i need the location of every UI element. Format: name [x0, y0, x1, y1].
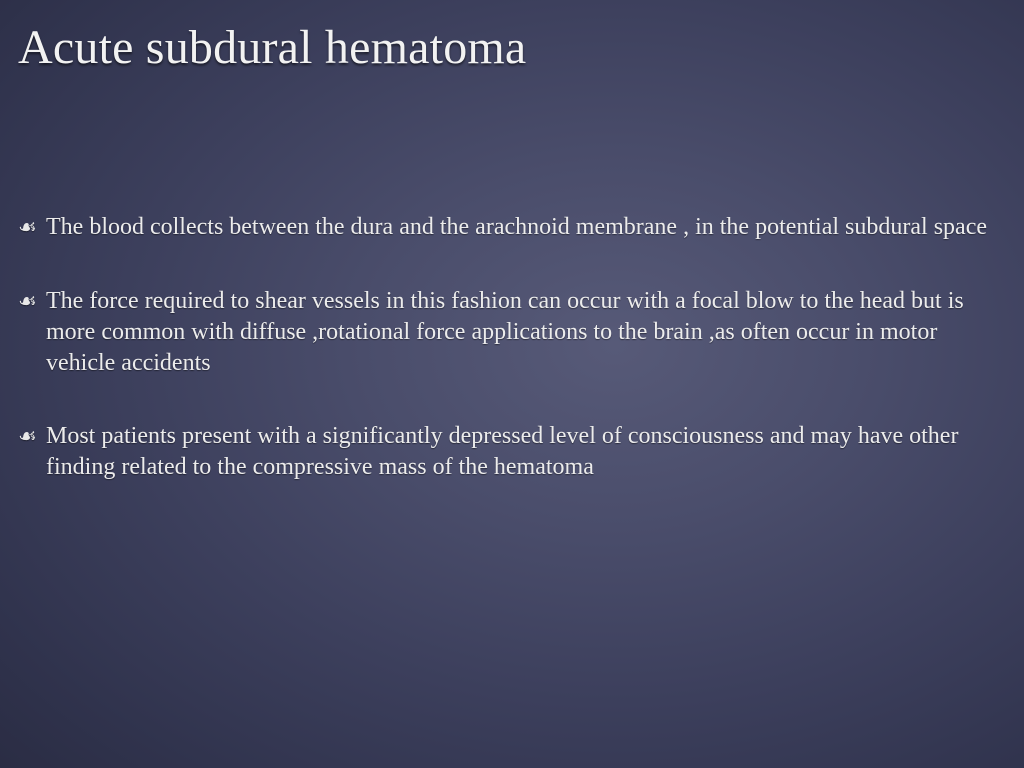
slide: Acute subdural hematoma ☙ The blood coll… [0, 0, 1024, 768]
bullet-text: The blood collects between the dura and … [46, 212, 1004, 243]
bullet-item: ☙ The force required to shear vessels in… [18, 286, 1004, 380]
bullet-item: ☙ Most patients present with a significa… [18, 421, 1004, 483]
bullet-text: Most patients present with a significant… [46, 421, 1004, 483]
slide-title: Acute subdural hematoma [18, 20, 526, 75]
bullet-marker-icon: ☙ [18, 286, 46, 318]
bullet-marker-icon: ☙ [18, 421, 46, 453]
bullet-marker-icon: ☙ [18, 212, 46, 244]
bullet-text: The force required to shear vessels in t… [46, 286, 1004, 380]
bullet-item: ☙ The blood collects between the dura an… [18, 212, 1004, 244]
slide-body: ☙ The blood collects between the dura an… [18, 212, 1004, 525]
